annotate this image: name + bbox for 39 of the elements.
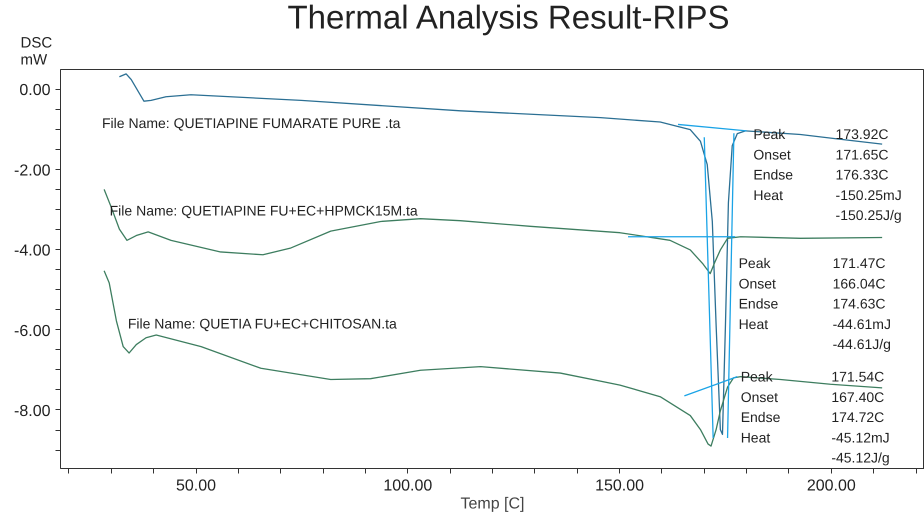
annotation: -44.61mJ [832, 316, 891, 332]
x-axis-title: Temp [C] [460, 496, 525, 512]
annotation: Onset [753, 146, 791, 162]
chart-title: Thermal Analysis Result-RIPS [288, 0, 730, 36]
annotation: -45.12mJ [831, 429, 890, 446]
y-tick-label: -8.00 [14, 402, 51, 420]
annotation: Endse [740, 409, 781, 426]
annotation: -150.25mJ [836, 186, 902, 203]
annotation: 171.47C [832, 255, 886, 272]
x-tick-label: 200.00 [806, 478, 856, 494]
annotation: Endse [753, 166, 794, 183]
y-tick-label: 0.00 [19, 82, 51, 100]
y-tick-label: -6.00 [14, 322, 51, 340]
y-tick-label: -2.00 [14, 162, 51, 180]
y-tick-label: -4.00 [14, 242, 51, 260]
x-tick-label: 150.00 [595, 478, 644, 494]
annotation: Peak [738, 255, 772, 272]
annotation: -150.25J/g [836, 207, 902, 224]
annotation: Onset [738, 275, 776, 292]
annotation: 174.63C [832, 296, 886, 312]
x-tick-label: 50.00 [176, 478, 216, 494]
annotation: 167.40C [831, 388, 884, 405]
annotation: Endse [738, 296, 778, 312]
annotation: 166.04C [832, 275, 886, 292]
series-label: File Name: QUETIAPINE FUMARATE PURE .ta [102, 115, 401, 132]
annotation: Heat [740, 429, 770, 446]
annotation: -44.61J/g [832, 336, 891, 352]
series-label: File Name: QUETIA FU+EC+CHITOSAN.ta [128, 316, 397, 332]
annotation: 176.33C [836, 166, 888, 183]
annotation: 174.72C [831, 409, 884, 426]
annotation: Heat [738, 316, 768, 332]
annotation: Heat [753, 186, 784, 203]
x-tick-label: 100.00 [383, 478, 432, 494]
y-axis-title: DSC mW [20, 34, 52, 68]
annotation: 173.92C [836, 126, 888, 142]
annotation: -45.12J/g [831, 450, 890, 466]
annotation: 171.65C [836, 146, 888, 162]
annotation: Onset [740, 388, 778, 405]
annotation: 171.54C [831, 368, 884, 385]
